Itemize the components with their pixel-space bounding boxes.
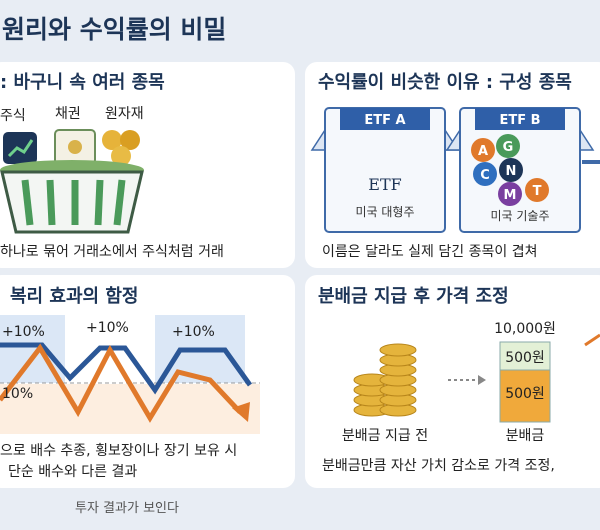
panel-caption: 이름은 달라도 실제 담긴 종목이 겹쳐 (322, 244, 537, 260)
box-tab (475, 108, 565, 130)
stage-label: 분배금 지급 전 (342, 428, 428, 444)
basket-slats (21, 179, 126, 226)
footer: 투자 결과가 보인다 (75, 501, 179, 516)
panel-title: 분배금 지급 후 가격 조정 (318, 286, 509, 307)
holding-letter: G (503, 140, 514, 155)
box-tab (340, 108, 430, 130)
holding-letter: T (533, 184, 542, 199)
panel-caption: 으로 배수 추종, 횡보장이나 장기 보유 시 (0, 443, 237, 459)
leveraged-line (0, 343, 242, 423)
panel-title: : 바구니 속 여러 종목 (0, 72, 165, 93)
commodity-icon (102, 130, 122, 150)
holding-letter: A (478, 144, 488, 159)
commodity-icon (120, 130, 140, 150)
decoration (379, 343, 417, 357)
box-name: ETF (368, 175, 401, 194)
coin-stack (353, 343, 417, 417)
stock-icon-line (7, 139, 34, 158)
commodity-icon (111, 146, 131, 166)
holding-badge (525, 178, 549, 202)
arrow-head (478, 375, 486, 385)
stage-label: 분배금 (506, 428, 545, 444)
arrow (584, 333, 600, 347)
holding-badge (496, 134, 520, 158)
asset-label: 주식 (0, 108, 26, 124)
panel-caption: 분배금만큼 자산 가치 감소로 가격 조정, (322, 458, 555, 474)
asset-label: 채권 (55, 106, 81, 122)
change-label: +10% (86, 320, 129, 336)
segment (499, 369, 551, 423)
decoration (21, 179, 34, 226)
segment-label: 500원 (505, 386, 545, 402)
panel-caption: 단순 배수와 다른 결과 (8, 464, 137, 480)
panel-basket: : 바구니 속 여러 종목 주식 채권 원자재 하나로 묶어 거래소에서 주식처… (0, 62, 295, 268)
holding-badge (473, 162, 497, 186)
box-label: 미국 기술주 (490, 209, 549, 223)
down-band (0, 384, 260, 434)
panel-overlap: 수익률이 비슷한 이유 : 구성 종목 ETF A ETF 미국 대형주 ETF… (305, 62, 600, 268)
panel-caption: 하나로 묶어 거래소에서 주식처럼 거래 (0, 244, 224, 260)
holding-letter: N (506, 164, 517, 179)
arrow-head (232, 402, 250, 422)
page-title: 원리와 수익률의 비밀 (2, 15, 226, 44)
bond-seal (68, 140, 82, 154)
panel-distribution: 분배금 지급 후 가격 조정 10,000원 500원 500원 분배금 지급 … (305, 275, 600, 488)
box-tab-label: ETF A (364, 113, 405, 128)
panel-title: 수익률이 비슷한 이유 : 구성 종목 (318, 72, 572, 93)
segment-label: 500원 (505, 350, 545, 366)
change-label: 10% (2, 386, 33, 402)
box-tab-label: ETF B (499, 113, 540, 128)
holdings: A GC NM T (471, 134, 549, 206)
holding-letter: C (480, 168, 490, 183)
panel-compounding: 복리 효과의 함정 +10% +10% +10% 10% 으로 배수 추종, 횡… (0, 275, 295, 488)
decoration (94, 179, 104, 226)
holding-badge (498, 182, 522, 206)
segment (499, 341, 551, 371)
box-label: 미국 대형주 (355, 205, 414, 219)
price-label: 10,000원 (494, 321, 556, 337)
holding-badge (471, 138, 495, 162)
index-line (0, 342, 253, 395)
asset-label: 원자재 (105, 106, 144, 122)
change-label: +10% (2, 324, 45, 340)
holding-letter: M (504, 188, 517, 203)
holding-badge (499, 158, 523, 182)
change-label: +10% (172, 324, 215, 340)
decoration (113, 179, 126, 226)
panel-card (305, 275, 600, 488)
panel-title: 복리 효과의 함정 (10, 285, 138, 307)
decoration (46, 179, 56, 226)
